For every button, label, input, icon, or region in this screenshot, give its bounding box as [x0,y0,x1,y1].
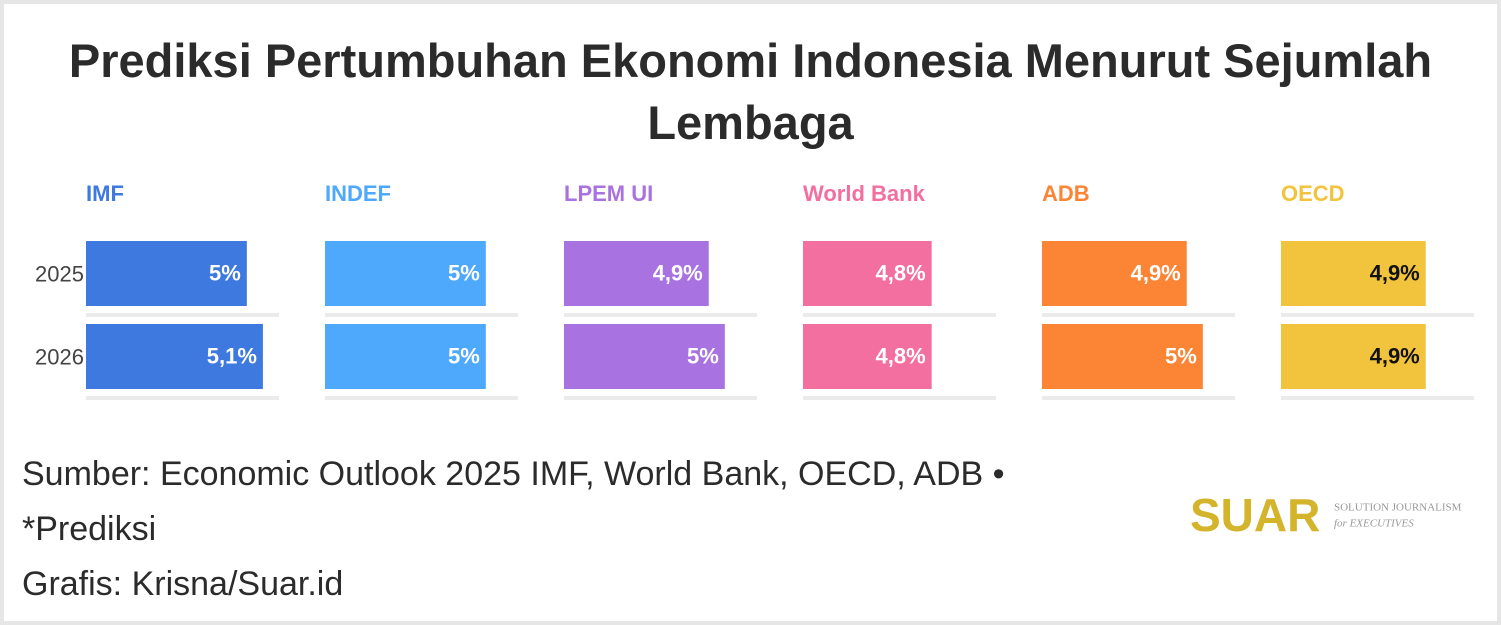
track-line [86,396,279,400]
bar [86,241,247,306]
series-name: World Bank [803,181,926,206]
value-label: 5% [687,343,719,368]
row-label: 2026 [35,344,84,369]
value-label: 5% [1165,343,1197,368]
logo-line: SOLUTION JOURNALISM [1334,502,1462,514]
value-label: 4,9% [1370,343,1420,368]
bar [1281,241,1426,306]
value-label: 4,8% [876,260,926,285]
bar [803,324,932,389]
series-name: ADB [1042,181,1090,206]
track-line [1281,313,1474,317]
value-label: 4,9% [653,260,703,285]
track-line [325,396,518,400]
bar [564,324,725,389]
value-label: 5% [448,343,480,368]
track-line [325,313,518,317]
logo-line: for EXECUTIVES [1334,518,1414,530]
value-label: 4,8% [876,343,926,368]
value-label: 5,1% [207,343,257,368]
track-line [803,313,996,317]
bar [803,241,932,306]
bar [325,241,486,306]
bar [564,241,709,306]
row-label: 2025 [35,261,84,286]
track-line [1042,313,1235,317]
chart-title: Prediksi Pertumbuhan Ekonomi Indonesia M… [68,34,1433,149]
bar [1042,324,1203,389]
series-name: INDEF [325,181,391,206]
value-label: 5% [209,260,241,285]
bar [1042,241,1187,306]
series-name: LPEM UI [564,181,653,206]
value-label: 5% [448,260,480,285]
value-label: 4,9% [1370,260,1420,285]
track-line [1042,396,1235,400]
logo-name: SUAR [1190,489,1320,541]
track-line [1281,396,1474,400]
bar [325,324,486,389]
series-name: IMF [86,181,124,206]
bar [1281,324,1426,389]
track-line [564,313,757,317]
credit-note: Grafis: Krisna/Suar.id [22,565,344,603]
chart: SUAR SOLUTION JOURNALISM for EXECUTIVES … [35,181,1474,541]
track-line [564,396,757,400]
source-note: Sumber: Economic Outlook 2025 IMF, World… [22,455,1005,548]
bar [86,324,263,389]
series-name: OECD [1281,181,1345,206]
track-line [803,396,996,400]
track-line [86,313,279,317]
value-label: 4,9% [1131,260,1181,285]
